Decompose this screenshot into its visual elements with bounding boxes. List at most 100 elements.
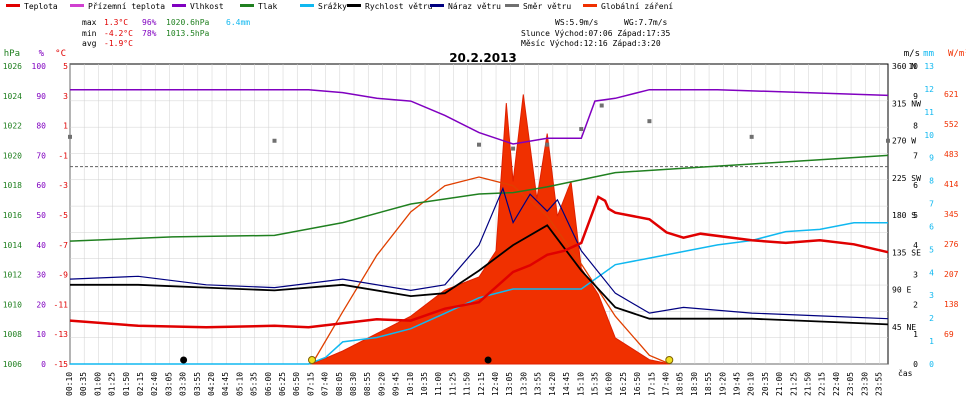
axis-mm-tick: 13 <box>924 62 934 71</box>
legend-swatch <box>347 4 361 7</box>
axis-x-tick: 02:15 <box>136 372 145 396</box>
legend-swatch <box>70 4 84 7</box>
axis-pct-tick: 30 <box>36 271 46 280</box>
axis-mm-tick: 5 <box>929 245 934 254</box>
axis-x-tick: 04:45 <box>221 372 230 396</box>
axis-x-tick: 00:35 <box>79 372 88 396</box>
axis-ms-tick: 2 <box>913 300 918 309</box>
axis-mm-tick: 6 <box>929 222 934 231</box>
axis-temp-unit: °C <box>55 49 66 59</box>
series-zareni-teorie <box>311 176 671 365</box>
series-vlhkost <box>70 88 889 145</box>
axis-pct-tick: 50 <box>36 211 46 220</box>
axis-temp-tick: -7 <box>58 241 68 250</box>
axis-hpa-tick: 1026 <box>3 62 22 71</box>
axis-temp-tick: 3 <box>63 92 68 101</box>
axis-x-tick: 21:25 <box>789 372 798 396</box>
axis-x-tick: 13:05 <box>505 372 514 396</box>
axis-ms-tick: 1 <box>913 330 918 339</box>
axis-x-tick: 17:15 <box>647 372 656 396</box>
axis-hpa-tick: 1018 <box>3 181 22 190</box>
stat-moon: Měsíc Východ:12:16 Západ:3:20 <box>521 39 661 48</box>
axis-x-tick: 04:20 <box>207 372 216 396</box>
axis-pct-tick: 0 <box>41 360 46 369</box>
axis-x-tick: 16:25 <box>619 372 628 396</box>
series-smer-vetru-point <box>579 127 584 132</box>
axis-ms-tick: 10 <box>908 62 918 71</box>
axis-x-tick: 01:25 <box>108 372 117 396</box>
stat-rain-total: 6.4mm <box>226 18 250 27</box>
axis-pct-unit: % <box>39 49 45 59</box>
axes: hPa1026102410221020101810161014101210101… <box>3 49 966 396</box>
axis-x-tick: 15:35 <box>590 372 599 396</box>
axis-temp-tick: 5 <box>63 62 68 71</box>
axis-x-tick: 10:35 <box>420 372 429 396</box>
series-smer-vetru-point <box>545 142 550 147</box>
axis-ms-unit: m/s <box>904 49 920 59</box>
axis-pct-tick: 10 <box>36 330 46 339</box>
axis-ms-tick: 0 <box>913 360 918 369</box>
axis-mm-tick: 4 <box>929 268 934 277</box>
axis-hpa-tick: 1020 <box>3 151 22 160</box>
axis-pct-tick: 40 <box>36 241 46 250</box>
axis-mm-tick: 10 <box>924 131 934 140</box>
axis-dir-tick: 315 NW <box>892 99 921 108</box>
series-naraz-vetru <box>69 186 889 320</box>
axis-mm-tick: 0 <box>929 360 934 369</box>
axis-x-tick: 21:50 <box>803 372 812 396</box>
axis-x-tick: 18:05 <box>676 372 685 396</box>
axis-x-tick: 13:55 <box>534 372 543 396</box>
axis-x-tick: 06:25 <box>278 372 287 396</box>
stats-block: max 1.3°C 96% 1020.6hPa 6.4mm min -4.2°C… <box>82 18 670 48</box>
axis-x-tick: 15:10 <box>576 372 585 396</box>
axis-x-tick: 03:55 <box>193 372 202 396</box>
axis-x-tick: 16:50 <box>633 372 642 396</box>
axis-dir-tick: 45 NE <box>892 323 916 332</box>
legend-label: Směr větru <box>523 2 571 11</box>
axis-temp-tick: -11 <box>54 300 69 309</box>
series-srazky <box>70 222 888 365</box>
axis-dir-tick: 180 S <box>892 211 916 220</box>
axis-x-tick: 03:30 <box>179 372 188 396</box>
axis-x-tick: 06:00 <box>264 372 273 396</box>
axis-pct-tick: 20 <box>36 300 46 309</box>
axis-ms-tick: 6 <box>913 181 918 190</box>
axis-x-tick: 18:30 <box>690 372 699 396</box>
axis-hpa-tick: 1024 <box>3 92 22 101</box>
legend-label: Rychlost větru <box>365 2 433 11</box>
stat-max-temp: 1.3°C <box>104 18 128 27</box>
axis-hpa-tick: 1022 <box>3 122 22 131</box>
chart-title: 20.2.2013 <box>449 51 517 65</box>
marker-sunset <box>665 356 674 364</box>
axis-wm-tick: 621 <box>944 90 959 99</box>
axis-x-tick: 12:40 <box>491 372 500 396</box>
axis-temp-tick: -15 <box>54 360 69 369</box>
axis-temp-tick: -1 <box>58 151 68 160</box>
axis-mm-unit: mm <box>923 49 934 59</box>
axis-x-tick: 05:10 <box>235 372 244 396</box>
axis-temp-tick: -5 <box>58 211 68 220</box>
axis-x-tick: 23:55 <box>874 372 883 396</box>
stat-min-temp: -4.2°C <box>104 29 133 38</box>
legend-label: Globální záření <box>601 2 673 11</box>
axis-temp-tick: 1 <box>63 122 68 131</box>
stat-sun: Slunce Východ:07:06 Západ:17:35 <box>521 29 670 38</box>
axis-x-tick: 08:05 <box>335 372 344 396</box>
axis-temp-tick: -9 <box>58 271 68 280</box>
marker-moonset <box>180 356 188 364</box>
axis-mm-tick: 1 <box>929 337 934 346</box>
axis-x-tick: 14:45 <box>562 372 571 396</box>
axis-wm-tick: 207 <box>944 270 959 279</box>
axis-pct-tick: 90 <box>36 92 46 101</box>
axis-x-tick: 12:15 <box>477 372 486 396</box>
legend-swatch <box>505 4 519 7</box>
axis-hpa-tick: 1016 <box>3 211 22 220</box>
axis-dir-tick: 90 E <box>892 286 911 295</box>
axis-mm-tick: 7 <box>929 200 934 209</box>
axis-hpa-tick: 1012 <box>3 271 22 280</box>
legend-swatch <box>6 4 20 7</box>
axis-x-unit: čas <box>898 368 913 378</box>
axis-x-tick: 05:35 <box>250 372 259 396</box>
axis-x-tick: 08:55 <box>363 372 372 396</box>
stat-wg: WG:7.7m/s <box>624 18 668 27</box>
